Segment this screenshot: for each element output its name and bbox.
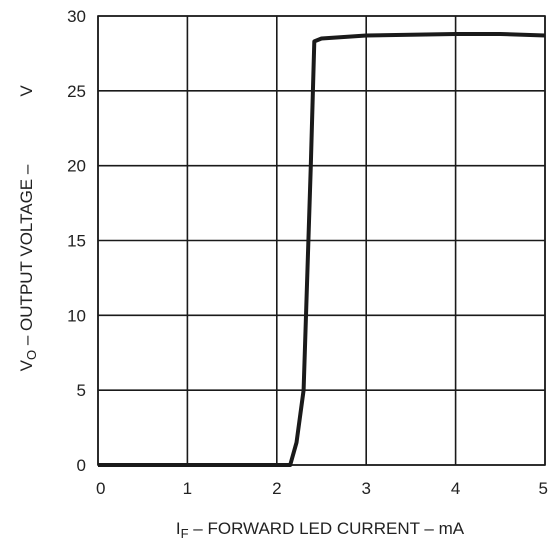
plot-frame bbox=[97, 15, 546, 466]
y-tick-label: 20 bbox=[67, 157, 86, 176]
y-axis-unit: V bbox=[17, 85, 36, 97]
x-tick-labels: 0 1 2 3 4 5 bbox=[96, 479, 548, 498]
x-tick-label: 1 bbox=[183, 479, 192, 498]
x-tick-label: 3 bbox=[361, 479, 370, 498]
x-tick-label: 5 bbox=[539, 479, 548, 498]
x-axis-label: IF – FORWARD LED CURRENT – mA bbox=[176, 519, 465, 541]
y-tick-label: 30 bbox=[67, 7, 86, 26]
y-tick-label: 15 bbox=[67, 232, 86, 251]
y-tick-label: 5 bbox=[77, 381, 86, 400]
series-line bbox=[98, 32, 546, 467]
y-tick-label: 25 bbox=[67, 82, 86, 101]
x-tick-label: 0 bbox=[96, 479, 105, 498]
grid bbox=[97, 15, 546, 466]
x-tick-label: 2 bbox=[272, 479, 281, 498]
x-tick-label: 4 bbox=[451, 479, 460, 498]
y-axis-label: VO – OUTPUT VOLTAGE – bbox=[17, 164, 39, 371]
y-tick-labels: 0 5 10 15 20 25 30 bbox=[67, 7, 86, 475]
series-layer bbox=[98, 32, 546, 467]
y-tick-label: 10 bbox=[67, 306, 86, 325]
y-tick-label: 0 bbox=[77, 456, 86, 475]
